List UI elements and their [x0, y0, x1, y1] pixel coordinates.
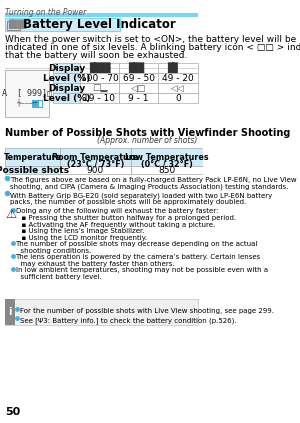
Text: 9 - 1: 9 - 1: [128, 93, 149, 102]
Text: ◁□: ◁□: [131, 83, 146, 93]
Bar: [59, 148, 131, 166]
Bar: [131, 166, 203, 174]
Bar: [158, 93, 197, 103]
Text: ▪ Using the lens’s Image Stabilizer.: ▪ Using the lens’s Image Stabilizer.: [17, 228, 144, 234]
Bar: [119, 83, 158, 93]
Text: (0°C / 32°F): (0°C / 32°F): [141, 160, 193, 169]
Bar: [53, 73, 80, 83]
Text: (Approx. number of shots): (Approx. number of shots): [97, 136, 197, 145]
Text: Doing any of the following will exhaust the battery faster:: Doing any of the following will exhaust …: [16, 208, 218, 214]
Text: In low ambient temperatures, shooting may not be possible even with a: In low ambient temperatures, shooting ma…: [16, 267, 268, 273]
Text: When the power switch is set to <ON>, the battery level will be: When the power switch is set to <ON>, th…: [5, 35, 297, 44]
Text: Display: Display: [48, 63, 85, 72]
Bar: [59, 166, 131, 174]
Text: i: i: [8, 307, 12, 317]
Text: Temperature: Temperature: [3, 153, 61, 162]
Text: See [Ψ3: Battery info.] to check the battery condition (p.526).: See [Ψ3: Battery info.] to check the bat…: [20, 317, 236, 324]
Bar: [80, 63, 119, 73]
Text: 900: 900: [87, 165, 104, 175]
Text: ████: ████: [8, 19, 27, 29]
Bar: [158, 83, 197, 93]
Text: shooting conditions.: shooting conditions.: [16, 247, 91, 253]
Text: ◁◁: ◁◁: [171, 83, 185, 93]
Text: ████: ████: [89, 63, 110, 73]
Bar: [80, 93, 119, 103]
Text: ▪ Using the LCD monitor frequently.: ▪ Using the LCD monitor frequently.: [17, 234, 147, 241]
Text: For the number of possible shots with Live View shooting, see page 299.: For the number of possible shots with Li…: [20, 308, 274, 314]
Bar: [158, 63, 197, 73]
Text: indicated in one of six levels. A blinking battery icon < □□ > indicates: indicated in one of six levels. A blinki…: [5, 43, 300, 52]
Bar: [158, 73, 197, 83]
Text: may exhaust the battery faster than others.: may exhaust the battery faster than othe…: [16, 261, 174, 266]
FancyBboxPatch shape: [5, 299, 197, 325]
Text: Level (%): Level (%): [43, 74, 90, 82]
Text: □▂: □▂: [92, 83, 107, 93]
Text: ▪ Activating the AF frequently without taking a picture.: ▪ Activating the AF frequently without t…: [17, 222, 215, 228]
Text: Possible shots: Possible shots: [0, 165, 69, 175]
FancyBboxPatch shape: [5, 13, 197, 17]
Bar: [53, 83, 80, 93]
Text: ▪ Pressing the shutter button halfway for a prolonged period.: ▪ Pressing the shutter button halfway fo…: [17, 215, 236, 221]
Text: 100 - 70: 100 - 70: [81, 74, 118, 82]
Text: The lens operation is powered by the camera’s battery. Certain lenses: The lens operation is powered by the cam…: [16, 254, 261, 260]
FancyBboxPatch shape: [5, 70, 50, 117]
Text: ███: ███: [128, 63, 149, 73]
Text: (23°C / 73°F): (23°C / 73°F): [67, 160, 124, 169]
Bar: [119, 73, 158, 83]
Bar: [119, 63, 158, 73]
Bar: [53, 93, 80, 103]
Bar: [80, 83, 119, 93]
Text: 850: 850: [158, 165, 176, 175]
Text: 49 - 20: 49 - 20: [162, 74, 194, 82]
Text: Number of Possible Shots with Viewfinder Shooting: Number of Possible Shots with Viewfinder…: [5, 128, 291, 138]
Text: With Battery Grip BG-E20 (sold separately) loaded with two LP-E6N battery: With Battery Grip BG-E20 (sold separatel…: [10, 192, 272, 198]
FancyBboxPatch shape: [5, 18, 120, 31]
Text: ██: ██: [167, 63, 189, 73]
Bar: [5, 299, 15, 325]
Bar: [131, 148, 203, 166]
Text: 19 - 10: 19 - 10: [83, 93, 116, 102]
Text: that the battery will soon be exhausted.: that the battery will soon be exhausted.: [5, 51, 188, 60]
Text: 69 - 50: 69 - 50: [123, 74, 155, 82]
Text: Room Temperature: Room Temperature: [52, 153, 139, 162]
Text: Battery Level Indicator: Battery Level Indicator: [23, 17, 176, 30]
Text: Level (%): Level (%): [43, 93, 90, 102]
Text: sufficient battery level.: sufficient battery level.: [16, 274, 101, 280]
Text: Display: Display: [48, 83, 85, 93]
Text: 50: 50: [5, 407, 21, 417]
Text: A  [ 999]□: A [ 999]□: [2, 88, 52, 97]
Text: ⚠: ⚠: [5, 208, 17, 221]
Text: 0: 0: [175, 93, 181, 102]
Bar: [5, 148, 59, 166]
FancyBboxPatch shape: [32, 100, 39, 107]
Text: The figures above are based on a fully-charged Battery Pack LP-E6N, no Live View: The figures above are based on a fully-c…: [10, 177, 297, 183]
Bar: [5, 166, 59, 174]
Text: shooting, and CIPA (Camera & Imaging Products Association) testing standards.: shooting, and CIPA (Camera & Imaging Pro…: [10, 184, 289, 190]
Bar: [80, 73, 119, 83]
Text: ┼———─: ┼———─: [16, 99, 38, 107]
Text: The number of possible shots may decrease depending on the actual: The number of possible shots may decreas…: [16, 241, 258, 247]
Bar: [119, 93, 158, 103]
Bar: [53, 63, 80, 73]
Text: Low Temperatures: Low Temperatures: [125, 153, 209, 162]
Text: Turning on the Power: Turning on the Power: [5, 8, 87, 17]
Text: packs, the number of possible shots will be approximately doubled.: packs, the number of possible shots will…: [10, 198, 246, 204]
